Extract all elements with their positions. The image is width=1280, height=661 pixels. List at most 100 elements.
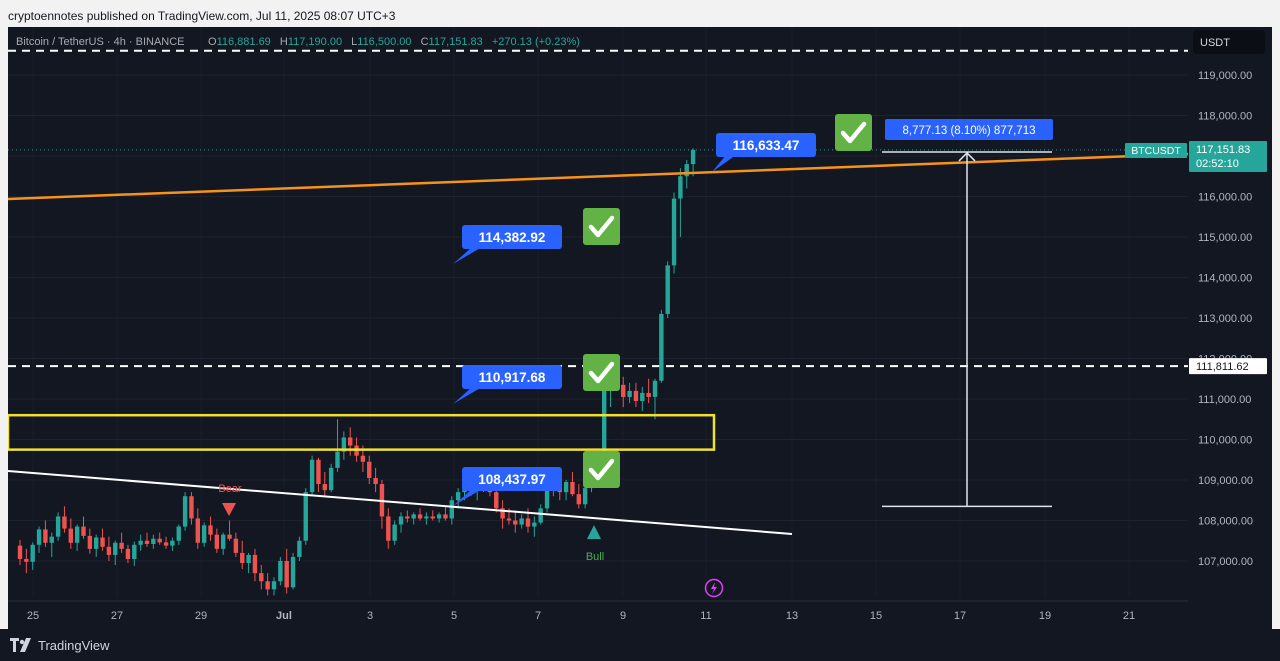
candle[interactable] bbox=[189, 496, 194, 519]
candle[interactable] bbox=[411, 514, 416, 519]
candle[interactable] bbox=[544, 488, 550, 509]
candle[interactable] bbox=[538, 508, 543, 523]
candle[interactable] bbox=[532, 522, 537, 527]
candle[interactable] bbox=[436, 514, 442, 519]
candle[interactable] bbox=[621, 384, 626, 397]
candle[interactable] bbox=[36, 529, 42, 545]
candle[interactable] bbox=[144, 540, 150, 544]
candle[interactable] bbox=[646, 392, 651, 397]
candle[interactable] bbox=[74, 526, 80, 543]
candle[interactable] bbox=[30, 544, 35, 562]
candle[interactable] bbox=[138, 540, 143, 545]
candle[interactable] bbox=[386, 516, 391, 541]
candle[interactable] bbox=[278, 561, 283, 582]
candle[interactable] bbox=[665, 265, 670, 314]
candle[interactable] bbox=[62, 516, 67, 529]
candle[interactable] bbox=[81, 526, 86, 536]
candle[interactable] bbox=[157, 538, 162, 543]
candle[interactable] bbox=[176, 526, 181, 541]
candle[interactable] bbox=[201, 525, 207, 543]
candle[interactable] bbox=[335, 451, 340, 468]
candle[interactable] bbox=[430, 516, 435, 519]
candle[interactable] bbox=[240, 552, 245, 564]
candle[interactable] bbox=[494, 492, 499, 509]
candle[interactable] bbox=[55, 516, 61, 537]
currency-button[interactable] bbox=[1193, 30, 1265, 54]
candle[interactable] bbox=[576, 494, 581, 505]
candle[interactable] bbox=[455, 492, 461, 501]
lightning-icon[interactable] bbox=[704, 578, 724, 598]
candle[interactable] bbox=[151, 538, 156, 544]
candle[interactable] bbox=[233, 538, 239, 553]
candle[interactable] bbox=[208, 525, 213, 535]
candle[interactable] bbox=[170, 540, 175, 546]
candle[interactable] bbox=[506, 518, 512, 521]
candle[interactable] bbox=[627, 390, 632, 397]
candle[interactable] bbox=[43, 529, 48, 543]
candle[interactable] bbox=[405, 516, 410, 519]
candle[interactable] bbox=[246, 554, 251, 564]
candle[interactable] bbox=[373, 477, 378, 485]
candle[interactable] bbox=[449, 500, 454, 519]
candle[interactable] bbox=[297, 540, 302, 557]
white-trendline[interactable] bbox=[7, 470, 793, 535]
candle[interactable] bbox=[633, 390, 639, 402]
candle[interactable] bbox=[113, 542, 118, 555]
candle[interactable] bbox=[100, 537, 105, 547]
callout-box[interactable] bbox=[462, 365, 562, 389]
candle[interactable] bbox=[563, 482, 569, 493]
candle[interactable] bbox=[513, 520, 518, 525]
candle[interactable] bbox=[182, 496, 188, 527]
candle[interactable] bbox=[360, 455, 366, 462]
candle[interactable] bbox=[303, 492, 308, 541]
candle[interactable] bbox=[119, 542, 124, 549]
candle[interactable] bbox=[195, 518, 200, 543]
orange-trendline[interactable] bbox=[7, 152, 1189, 201]
yellow-zone[interactable] bbox=[6, 413, 716, 451]
candle[interactable] bbox=[316, 459, 321, 485]
candle[interactable] bbox=[17, 545, 23, 559]
candle[interactable] bbox=[652, 380, 658, 397]
candle[interactable] bbox=[525, 518, 531, 527]
candle[interactable] bbox=[640, 392, 645, 402]
candle[interactable] bbox=[214, 534, 220, 549]
candle[interactable] bbox=[252, 554, 258, 574]
candle[interactable] bbox=[309, 459, 315, 493]
candle[interactable] bbox=[227, 534, 232, 539]
candle[interactable] bbox=[68, 528, 73, 543]
candle[interactable] bbox=[684, 164, 689, 177]
candle[interactable] bbox=[348, 437, 353, 446]
candle[interactable] bbox=[87, 535, 93, 549]
candle[interactable] bbox=[290, 556, 296, 588]
candle[interactable] bbox=[24, 558, 29, 562]
candle[interactable] bbox=[328, 467, 334, 491]
candle[interactable] bbox=[678, 176, 683, 199]
candle[interactable] bbox=[322, 484, 327, 491]
candle[interactable] bbox=[398, 516, 404, 525]
candle[interactable] bbox=[570, 482, 575, 495]
candle[interactable] bbox=[106, 546, 112, 555]
candle[interactable] bbox=[500, 508, 505, 519]
tradingview-logo[interactable]: TradingView bbox=[10, 636, 110, 654]
chart-panel[interactable]: 8,777.13 (8.10%) 877,713 Bear Bull 116,633… bbox=[6, 27, 1272, 629]
candle[interactable] bbox=[163, 542, 169, 546]
candle[interactable] bbox=[443, 514, 448, 519]
candle[interactable] bbox=[392, 524, 397, 541]
candle[interactable] bbox=[284, 561, 289, 588]
candle[interactable] bbox=[671, 198, 677, 266]
candle[interactable] bbox=[125, 548, 131, 559]
candle[interactable] bbox=[94, 537, 99, 549]
callout-box[interactable] bbox=[462, 467, 562, 491]
candle[interactable] bbox=[221, 534, 226, 549]
candle[interactable] bbox=[417, 514, 423, 519]
candle[interactable] bbox=[424, 516, 429, 519]
candle[interactable] bbox=[341, 437, 347, 452]
callout-box[interactable] bbox=[716, 133, 816, 157]
candle[interactable] bbox=[602, 390, 607, 478]
candle[interactable] bbox=[271, 581, 277, 590]
candle[interactable] bbox=[132, 544, 137, 559]
candle[interactable] bbox=[690, 149, 696, 165]
candle[interactable] bbox=[259, 573, 264, 582]
candle[interactable] bbox=[582, 488, 588, 505]
callout-box[interactable] bbox=[462, 225, 562, 249]
